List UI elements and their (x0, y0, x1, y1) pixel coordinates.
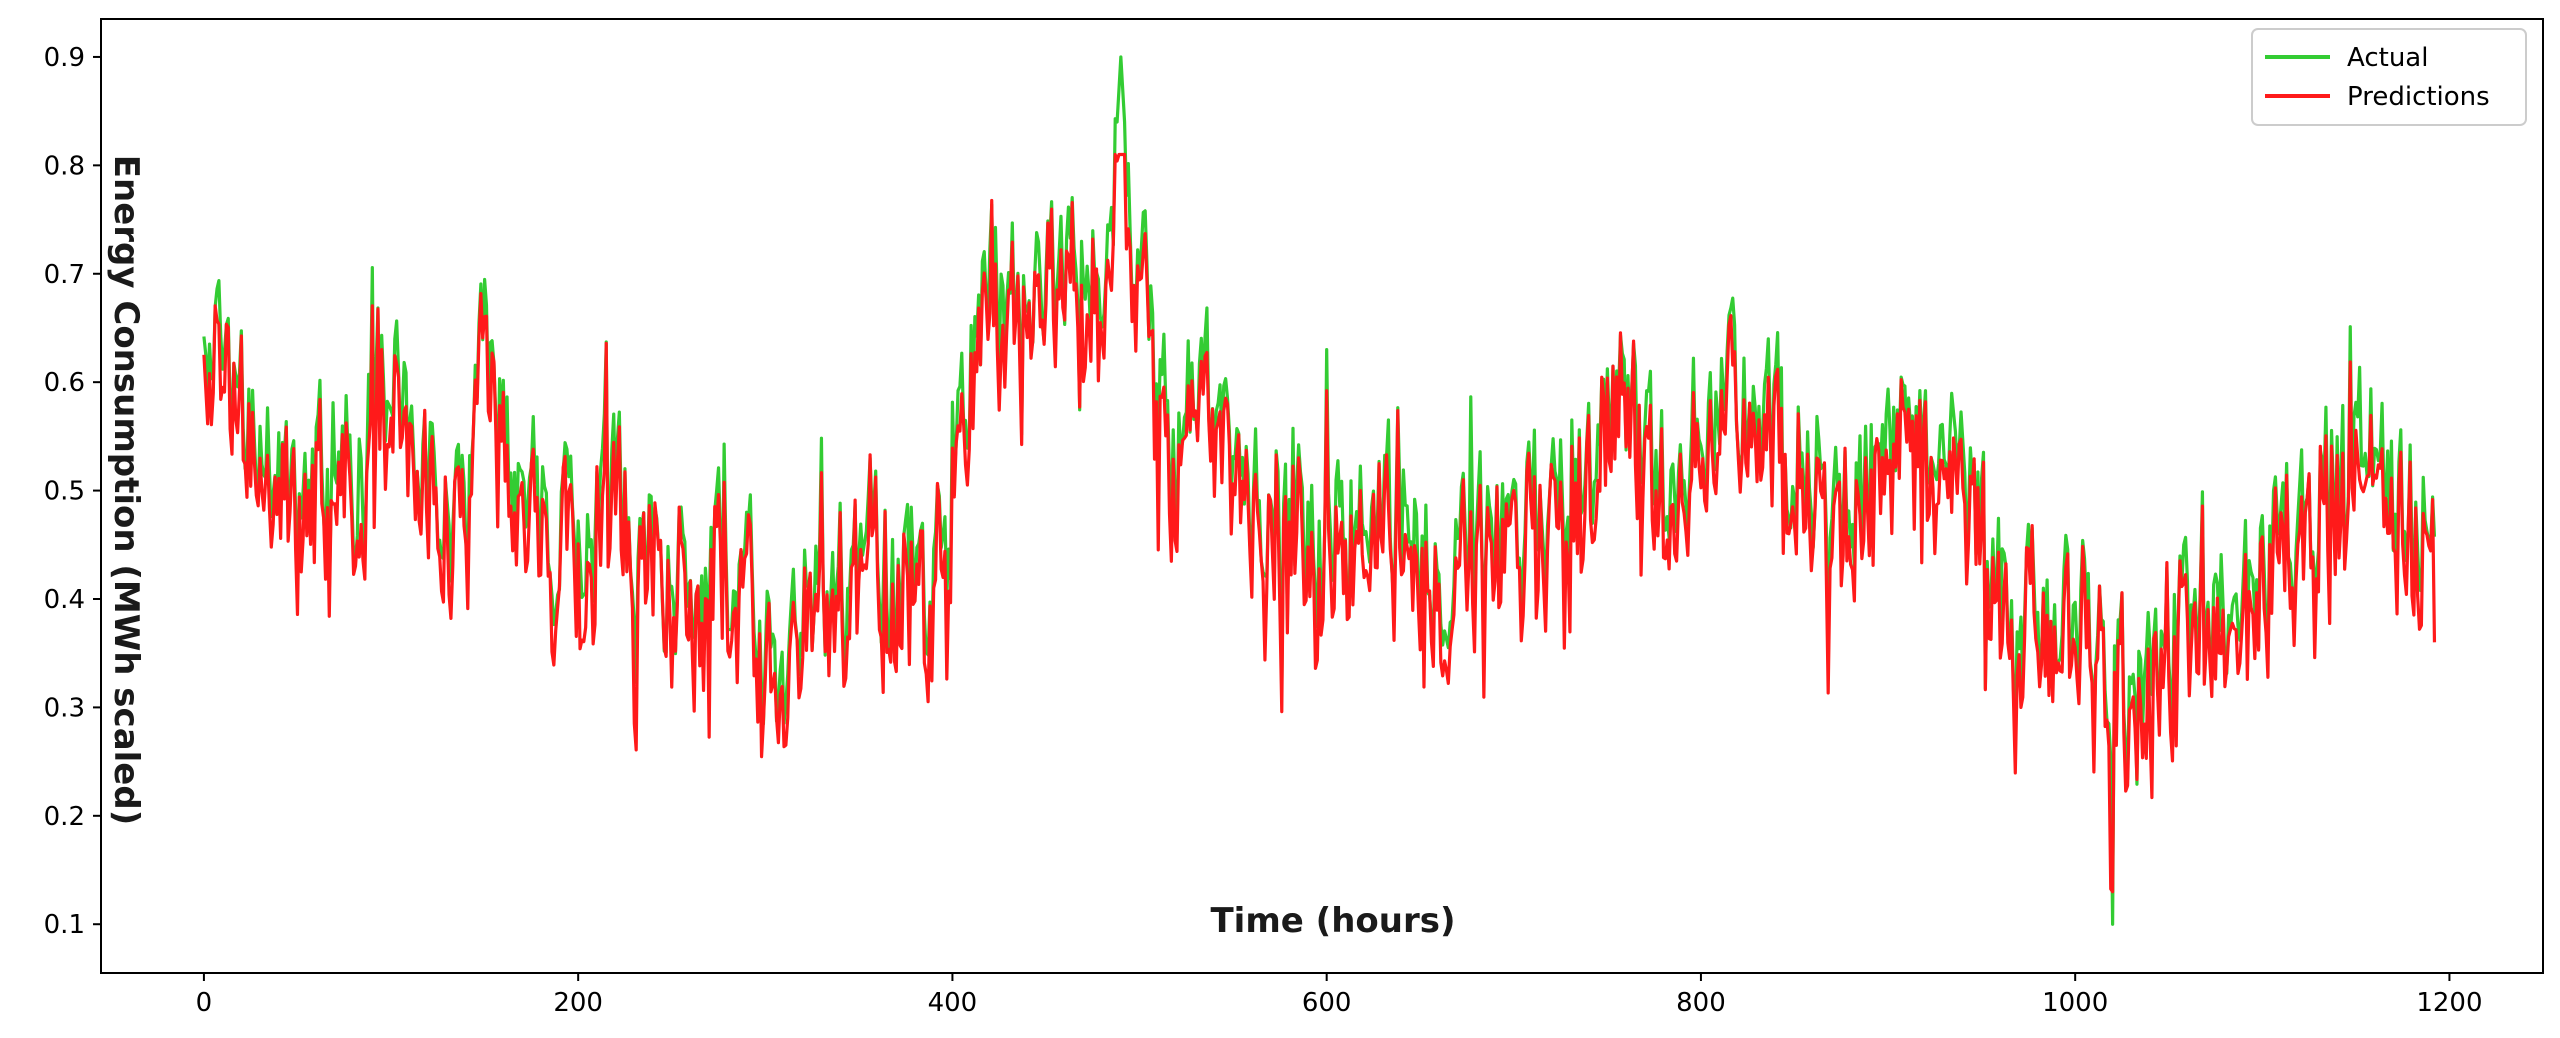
y-tick-label: 0.1 (44, 910, 85, 940)
series-line-predictions (202, 152, 2437, 894)
y-tick-label: 0.5 (44, 477, 85, 507)
plot-area (202, 55, 2437, 926)
y-axis-label: Energy Consumption (MWh scaled) (106, 155, 146, 825)
axes-frame (100, 18, 2544, 974)
y-tick-label: 0.2 (44, 802, 85, 832)
y-tick-label: 0.3 (44, 693, 85, 723)
ticks: 0 200 400 600 800 1000 1200 0.1 0.2 0.3 0.4 0.5 0.6 0… (44, 43, 2483, 1018)
y-tick-label: 0.9 (44, 43, 85, 73)
legend-label-predictions: Predictions (2347, 82, 2490, 112)
y-tick-label: 0.4 (44, 585, 85, 615)
x-tick-label: 1200 (2416, 988, 2482, 1018)
x-tick-label: 600 (1302, 988, 1352, 1018)
legend-label-actual: Actual (2347, 43, 2428, 73)
legend-box (2251, 28, 2527, 126)
x-tick-label: 800 (1676, 988, 1726, 1018)
y-tick-label: 0.7 (44, 260, 85, 290)
y-tick-label: 0.6 (44, 368, 85, 398)
x-tick-label: 0 (196, 988, 213, 1018)
legend: Actual Predictions (2251, 28, 2527, 126)
x-tick-label: 1000 (2042, 988, 2108, 1018)
x-tick-label: 200 (553, 988, 603, 1018)
x-tick-label: 400 (928, 988, 978, 1018)
y-tick-label: 0.8 (44, 151, 85, 181)
x-axis-label: Time (hours) (1210, 901, 1455, 941)
